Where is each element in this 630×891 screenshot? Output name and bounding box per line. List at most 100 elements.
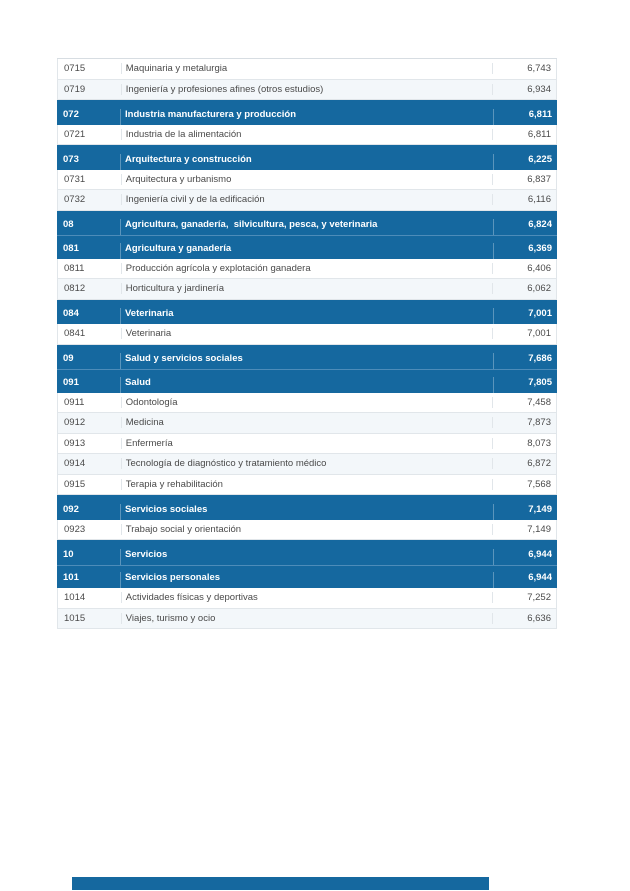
value-cell: 6,811: [493, 108, 557, 125]
value-cell: 7,686: [493, 353, 557, 369]
section-header-row: 081 Agricultura y ganadería 6,369: [57, 235, 557, 259]
value-cell: 6,944: [493, 548, 557, 565]
code-cell: 073: [63, 153, 79, 165]
value-cell: 6,369: [493, 242, 557, 259]
table-row: 0715 Maquinaria y metalurgia 6,743: [57, 59, 557, 80]
label-cell: Servicios sociales: [120, 503, 493, 520]
label-cell: Veterinaria: [120, 308, 493, 324]
label-cell: Tecnología de diagnóstico y tratamiento …: [120, 458, 492, 470]
table-row: 0912 Medicina 7,873: [57, 413, 557, 434]
section-header-row: 084 Veterinaria 7,001: [57, 299, 557, 324]
table-row: 0913 Enfermería 8,073: [57, 433, 557, 454]
code-cell: 08: [63, 219, 74, 230]
code-cell: 0812: [64, 283, 86, 295]
code-cell: 0911: [64, 396, 85, 408]
value-cell: 6,116: [492, 194, 556, 206]
code-cell: 0915: [64, 478, 86, 490]
table-row: 1015 Viajes, turismo y ocio 6,636: [57, 608, 557, 629]
code-cell: 0719: [64, 83, 86, 95]
label-cell: Agricultura y ganadería: [120, 242, 493, 259]
code-cell: 101: [63, 572, 79, 583]
value-cell: 7,873: [492, 417, 556, 429]
label-cell: Medicina: [120, 417, 492, 429]
label-cell: Arquitectura y urbanismo: [120, 173, 492, 185]
table-row: 0731 Arquitectura y urbanismo 6,837: [57, 169, 557, 190]
code-cell: 1015: [64, 612, 86, 624]
section-header-row: 073 Arquitectura y construcción 6,225: [57, 145, 557, 170]
label-cell: Enfermería: [120, 437, 492, 449]
section-header-row: 08 Agricultura, ganadería, silvicultura, …: [57, 210, 557, 235]
section-header-row: 092 Servicios sociales 7,149: [57, 495, 557, 520]
label-cell: Agricultura, ganadería, silvicultura, pe…: [120, 219, 493, 235]
label-cell: Servicios: [120, 548, 493, 565]
value-cell: 6,872: [492, 458, 556, 470]
code-cell: 0912: [64, 417, 86, 429]
code-cell: 0731: [64, 173, 86, 185]
code-cell: 081: [63, 242, 79, 254]
code-cell: 0732: [64, 194, 86, 206]
section-header-row: 10 Servicios 6,944: [57, 540, 557, 565]
label-cell: Viajes, turismo y ocio: [120, 612, 492, 624]
label-cell: Actividades físicas y deportivas: [120, 592, 492, 604]
code-cell: 1014: [64, 592, 86, 604]
code-cell: 0914: [64, 458, 86, 470]
label-cell: Ingeniería y profesiones afines (otros e…: [120, 83, 492, 95]
code-cell: 10: [63, 548, 74, 560]
section-header-row: 101 Servicios personales 6,944: [57, 564, 557, 588]
table-row: 0915 Terapia y rehabilitación 7,568: [57, 474, 557, 495]
value-cell: 7,805: [493, 376, 557, 393]
value-cell: 7,149: [493, 503, 557, 520]
footer-bar: [72, 877, 489, 890]
label-cell: Veterinaria: [120, 328, 492, 340]
label-cell: Ingeniería civil y de la edificación: [120, 194, 492, 206]
code-cell: 072: [63, 108, 79, 120]
table-row: 0914 Tecnología de diagnóstico y tratamie…: [57, 454, 557, 475]
value-cell: 7,001: [492, 328, 556, 340]
code-cell: 0715: [64, 63, 86, 75]
code-cell: 0811: [64, 262, 85, 274]
code-cell: 092: [63, 503, 79, 515]
value-cell: 6,225: [493, 153, 557, 170]
value-cell: 7,568: [492, 478, 556, 490]
code-cell: 084: [63, 308, 79, 319]
table-row: 0923 Trabajo social y orientación 7,149: [57, 519, 557, 540]
value-cell: 7,458: [492, 396, 556, 408]
value-cell: 6,062: [492, 283, 556, 295]
label-cell: Maquinaria y metalurgia: [120, 63, 492, 75]
education-fields-table: 0715 Maquinaria y metalurgia 6,743 0719 Inge…: [57, 58, 557, 629]
value-cell: 6,743: [492, 63, 556, 75]
value-cell: 8,073: [492, 437, 556, 449]
code-cell: 0913: [64, 437, 86, 449]
table-row: 0721 Industria de la alimentación 6,811: [57, 124, 557, 145]
value-cell: 7,001: [493, 308, 557, 324]
label-cell: Industria manufacturera y producción: [120, 108, 493, 125]
value-cell: 6,837: [492, 173, 556, 185]
code-cell: 0841: [64, 328, 86, 340]
label-cell: Terapia y rehabilitación: [120, 478, 492, 490]
label-cell: Servicios personales: [120, 572, 493, 588]
label-cell: Salud: [120, 376, 493, 393]
label-cell: Horticultura y jardinería: [120, 283, 492, 295]
table-row: 0732 Ingeniería civil y de la edificación…: [57, 190, 557, 211]
value-cell: 6,636: [492, 612, 556, 624]
value-cell: 6,824: [493, 219, 557, 235]
code-cell: 09: [63, 353, 74, 364]
value-cell: 6,811: [492, 128, 556, 140]
value-cell: 6,406: [492, 262, 556, 274]
code-cell: 0721: [64, 128, 86, 140]
value-cell: 7,149: [492, 523, 556, 535]
label-cell: Trabajo social y orientación: [120, 523, 492, 535]
table-row: 0719 Ingeniería y profesiones afines (otr…: [57, 79, 557, 100]
value-cell: 6,934: [492, 83, 556, 95]
code-cell: 0923: [64, 523, 86, 535]
label-cell: Industria de la alimentación: [120, 128, 492, 140]
section-header-row: 072 Industria manufacturera y producción 6…: [57, 100, 557, 125]
table-row: 0841 Veterinaria 7,001: [57, 324, 557, 345]
value-cell: 7,252: [492, 592, 556, 604]
code-cell: 091: [63, 376, 79, 388]
label-cell: Salud y servicios sociales: [120, 353, 493, 369]
value-cell: 6,944: [493, 572, 557, 588]
label-cell: Odontología: [120, 396, 492, 408]
table-row: 0812 Horticultura y jardinería 6,062: [57, 279, 557, 300]
